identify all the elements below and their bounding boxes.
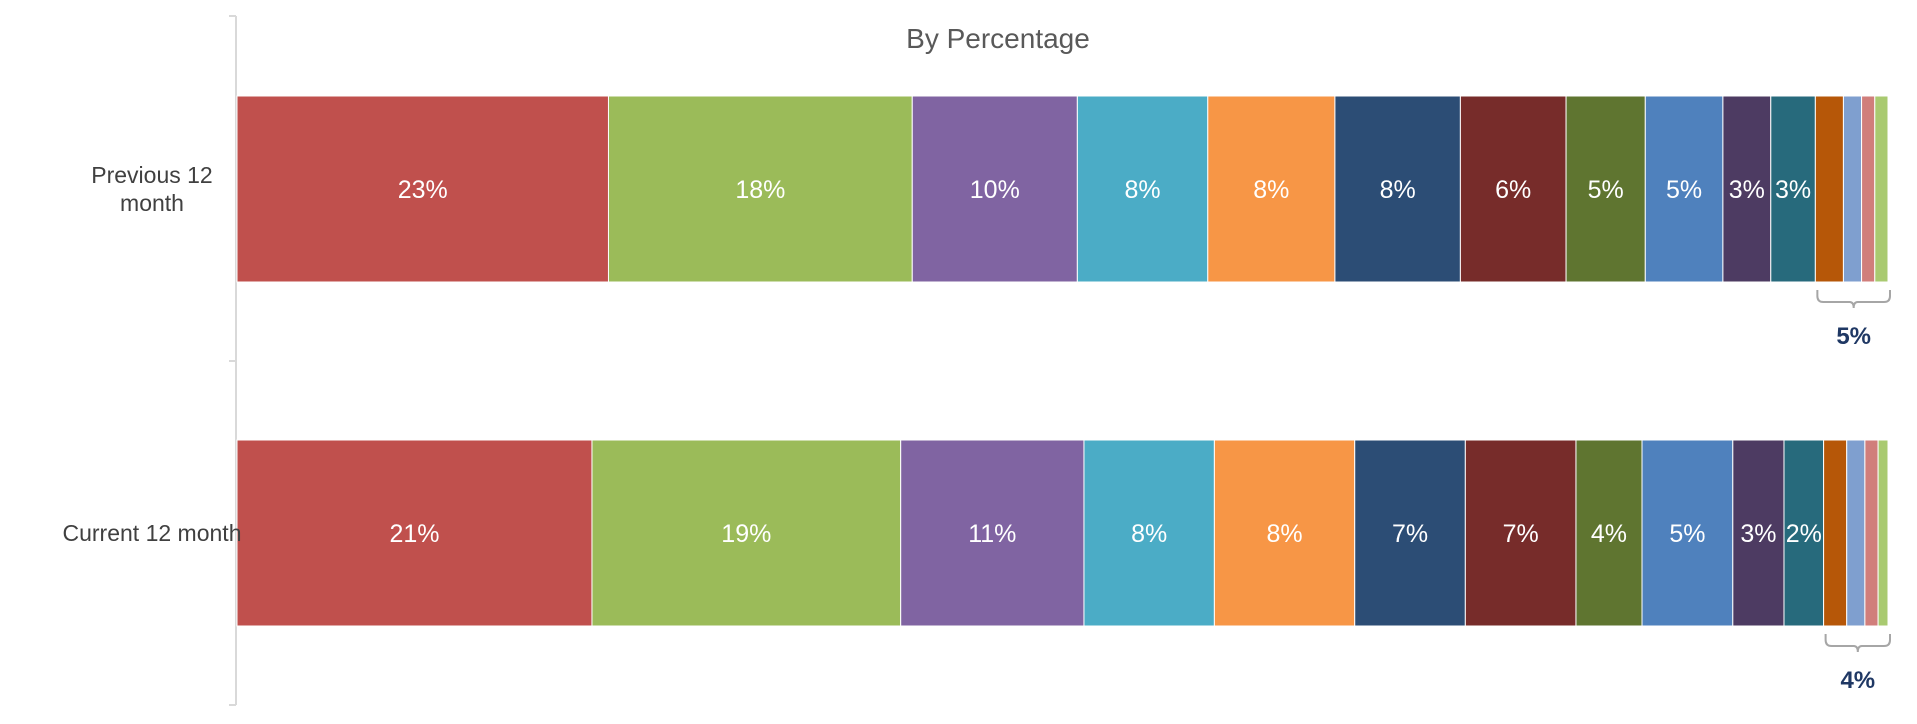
bar-segment-0-5 [1334,95,1461,283]
bar-segment-1-5 [1354,439,1466,627]
bar-segment-0-9 [1722,95,1772,283]
bar-segment-1-9 [1732,439,1785,627]
segment-label-0-5: 8% [1380,176,1416,204]
bar-segment-0-3 [1076,95,1209,283]
category-axis [229,15,237,706]
segment-label-0-6: 6% [1495,176,1531,204]
segment-label-0-3: 8% [1125,176,1161,204]
bar-segment-0-2 [911,95,1078,283]
segment-label-1-2: 11% [968,520,1016,548]
segment-label-1-1: 19% [721,520,771,548]
bar-segment-0-14 [1874,95,1889,283]
segment-label-1-0: 21% [389,520,439,548]
bar-segment-0-6 [1459,95,1567,283]
bar-segment-1-4 [1213,439,1356,627]
segment-label-0-8: 5% [1666,176,1702,204]
bar-segment-0-1 [607,95,913,283]
category-labels: Previous 12 month Current 12 month [63,162,242,546]
segment-label-1-4: 8% [1266,520,1302,548]
bar-segment-1-8 [1641,439,1734,627]
bracket-label-0: 5% [1836,323,1871,350]
bar-segment-0-13 [1861,95,1876,283]
bars-group: 23% 18% 10% 8% 8% 8% 6% 5% 5% 3% 3% 21% 19% 11% 8% 8% 7%… [236,95,1889,627]
bar-segment-0-10 [1770,95,1816,283]
bar-segment-1-2 [900,439,1085,627]
bar-segment-0-8 [1644,95,1724,283]
bar-segment-1-6 [1464,439,1577,627]
segment-label-0-7: 5% [1588,176,1624,204]
bar-segment-1-11 [1823,439,1848,627]
bar-segment-0-12 [1842,95,1863,283]
category-label-1: Current 12 month [63,520,242,546]
segment-label-0-10: 3% [1775,176,1811,204]
bar-segment-1-12 [1846,439,1866,627]
segment-label-1-8: 5% [1669,520,1705,548]
bar-segment-1-7 [1575,439,1643,627]
bracket-label-1: 4% [1840,667,1875,694]
bar-segment-1-13 [1864,439,1879,627]
segment-label-1-6: 7% [1503,520,1539,548]
segment-label-0-9: 3% [1729,176,1765,204]
bar-segment-1-0 [236,439,593,627]
chart-title: By Percentage [906,23,1090,54]
bar-segment-0-4 [1207,95,1336,283]
segment-label-1-9: 3% [1740,520,1776,548]
segment-label-0-2: 10% [970,176,1020,204]
bar-segment-1-1 [591,439,902,627]
remainder-brackets: 5% 4% [1816,290,1891,694]
segment-label-1-7: 4% [1591,520,1627,548]
segment-label-1-10: 2% [1786,520,1822,548]
category-label-0: Previous 12 month [91,162,212,216]
segment-label-0-4: 8% [1253,176,1289,204]
bar-segment-1-14 [1877,439,1889,627]
bar-segment-1-10 [1783,439,1825,627]
segment-label-0-0: 23% [398,176,448,204]
bar-segment-0-11 [1814,95,1844,283]
segment-label-1-3: 8% [1131,520,1167,548]
segment-label-1-5: 7% [1392,520,1428,548]
bracket-0 [1816,290,1891,309]
bar-segment-0-0 [236,95,609,283]
segment-label-0-1: 18% [735,176,785,204]
bracket-1 [1824,634,1891,653]
